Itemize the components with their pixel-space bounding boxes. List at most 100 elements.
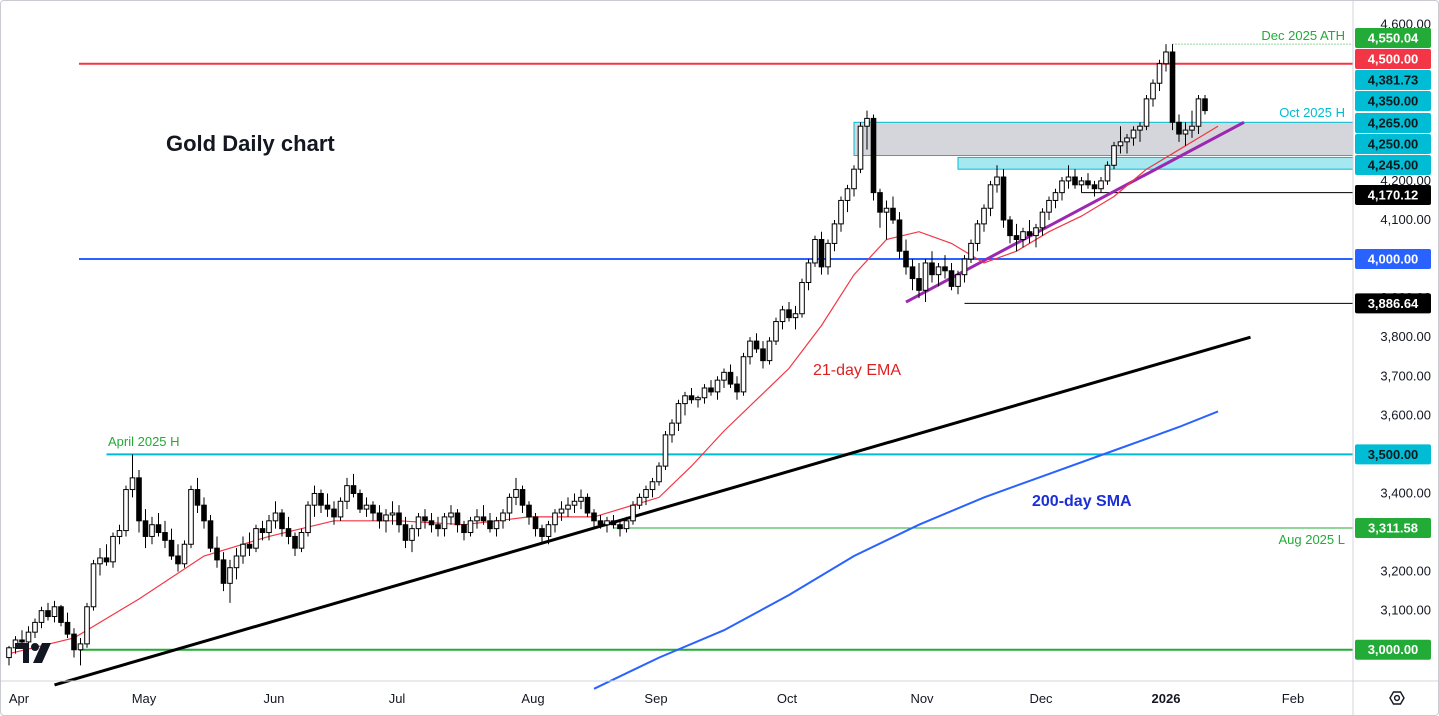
candle[interactable]: [415, 513, 422, 537]
candle[interactable]: [1176, 114, 1182, 142]
candle[interactable]: [467, 516, 474, 537]
candle[interactable]: [220, 552, 227, 592]
candle[interactable]: [175, 544, 181, 572]
candle[interactable]: [1026, 219, 1033, 244]
candle[interactable]: [1033, 223, 1039, 248]
candle[interactable]: [337, 497, 344, 521]
candle[interactable]: [682, 391, 688, 416]
candle[interactable]: [435, 516, 441, 537]
candle[interactable]: [1104, 161, 1111, 185]
candle[interactable]: [734, 376, 740, 400]
candle[interactable]: [1072, 169, 1078, 189]
candle[interactable]: [701, 384, 708, 404]
candle[interactable]: [103, 544, 110, 566]
candle[interactable]: [955, 270, 961, 295]
candle[interactable]: [981, 204, 987, 232]
candle[interactable]: [1098, 177, 1104, 193]
candle[interactable]: [1124, 134, 1130, 154]
candle[interactable]: [331, 501, 337, 525]
candle[interactable]: [454, 509, 461, 533]
candle[interactable]: [123, 485, 129, 537]
candle[interactable]: [253, 524, 259, 553]
candle[interactable]: [357, 489, 363, 513]
candle[interactable]: [799, 278, 805, 318]
candle[interactable]: [1065, 165, 1072, 189]
candle[interactable]: [526, 501, 532, 525]
candle[interactable]: [448, 505, 454, 525]
candle[interactable]: [714, 376, 721, 400]
candle[interactable]: [968, 239, 974, 263]
candle[interactable]: [233, 548, 240, 580]
candle[interactable]: [493, 516, 500, 537]
candle[interactable]: [851, 165, 857, 197]
candle[interactable]: [597, 514, 604, 529]
candle[interactable]: [1182, 122, 1189, 146]
candle[interactable]: [285, 516, 292, 545]
candle[interactable]: [266, 514, 272, 541]
candle[interactable]: [149, 516, 155, 545]
candle[interactable]: [838, 196, 844, 232]
candle[interactable]: [825, 239, 831, 275]
price-tag[interactable]: 4,250.00: [1355, 134, 1431, 154]
candle[interactable]: [129, 454, 136, 498]
candle[interactable]: [916, 262, 922, 299]
candle[interactable]: [1052, 188, 1059, 209]
price-tag[interactable]: 4,000.00: [1355, 249, 1431, 270]
candle[interactable]: [571, 493, 578, 513]
candle[interactable]: [298, 528, 305, 553]
price-tag[interactable]: 4,381.73: [1355, 70, 1431, 90]
candle[interactable]: [760, 341, 766, 369]
candle[interactable]: [688, 387, 695, 404]
candle[interactable]: [987, 180, 994, 217]
oct-high-zone[interactable]: [853, 121, 1354, 157]
candle[interactable]: [643, 485, 649, 506]
candle[interactable]: [38, 606, 45, 629]
candle[interactable]: [116, 524, 123, 545]
candle[interactable]: [766, 337, 773, 365]
candle[interactable]: [948, 262, 955, 291]
candle[interactable]: [1085, 173, 1091, 189]
candle[interactable]: [513, 477, 519, 506]
ema-21-line[interactable]: [8, 125, 1219, 655]
candle[interactable]: [90, 559, 97, 611]
candle[interactable]: [45, 602, 51, 621]
candle[interactable]: [675, 399, 682, 431]
candle[interactable]: [1091, 180, 1098, 197]
candle[interactable]: [604, 516, 610, 533]
candle[interactable]: [155, 513, 162, 537]
candle[interactable]: [311, 485, 318, 517]
candle[interactable]: [409, 524, 415, 553]
candle[interactable]: [708, 380, 714, 396]
candle[interactable]: [695, 395, 701, 408]
candle[interactable]: [1202, 94, 1208, 115]
candle[interactable]: [1039, 208, 1046, 236]
candle[interactable]: [870, 114, 877, 201]
candle[interactable]: [929, 251, 935, 283]
candle[interactable]: [662, 430, 669, 471]
candle[interactable]: [142, 509, 149, 549]
candle[interactable]: [84, 602, 90, 648]
candle[interactable]: [97, 548, 103, 576]
candle[interactable]: [591, 509, 597, 529]
candle[interactable]: [903, 239, 909, 275]
candle[interactable]: [1007, 216, 1013, 244]
candle[interactable]: [1137, 122, 1143, 142]
price-tag[interactable]: 3,500.00: [1355, 444, 1431, 465]
candle[interactable]: [487, 513, 493, 533]
candle[interactable]: [890, 196, 896, 224]
candle[interactable]: [864, 110, 870, 150]
candle[interactable]: [1013, 223, 1020, 252]
candle[interactable]: [974, 219, 981, 252]
candle[interactable]: [506, 493, 513, 521]
candle[interactable]: [292, 532, 298, 556]
candle[interactable]: [58, 604, 64, 627]
candle[interactable]: [883, 200, 890, 240]
candle[interactable]: [259, 520, 266, 541]
price-tag[interactable]: 4,350.00: [1355, 91, 1431, 111]
price-tag[interactable]: 4,245.00: [1355, 155, 1431, 175]
candle[interactable]: [532, 513, 539, 537]
candle[interactable]: [441, 513, 448, 537]
candle[interactable]: [552, 509, 558, 533]
candle[interactable]: [207, 514, 214, 553]
